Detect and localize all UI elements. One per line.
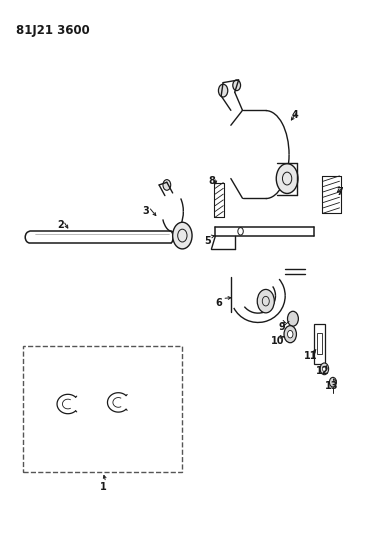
Circle shape bbox=[284, 326, 296, 343]
Text: 1: 1 bbox=[99, 482, 106, 491]
Circle shape bbox=[163, 180, 171, 190]
Text: 5: 5 bbox=[204, 236, 211, 246]
Circle shape bbox=[288, 330, 293, 338]
Circle shape bbox=[218, 84, 228, 97]
Circle shape bbox=[276, 164, 298, 193]
Circle shape bbox=[329, 377, 336, 387]
Text: 3: 3 bbox=[142, 206, 149, 216]
Text: 11: 11 bbox=[305, 351, 318, 361]
Text: 6: 6 bbox=[216, 298, 223, 308]
Bar bbox=[314, 324, 325, 364]
Text: 10: 10 bbox=[271, 336, 284, 346]
Bar bbox=[23, 346, 182, 472]
Text: 13: 13 bbox=[326, 381, 339, 391]
Bar bbox=[317, 333, 322, 354]
Circle shape bbox=[322, 366, 326, 372]
Circle shape bbox=[257, 289, 274, 313]
Text: 81J21 3600: 81J21 3600 bbox=[16, 24, 89, 37]
Text: 4: 4 bbox=[291, 110, 298, 120]
Circle shape bbox=[173, 222, 192, 249]
Text: 7: 7 bbox=[336, 187, 343, 197]
Circle shape bbox=[233, 80, 241, 91]
Text: 9: 9 bbox=[278, 322, 285, 332]
Text: 12: 12 bbox=[316, 366, 329, 376]
Circle shape bbox=[288, 311, 298, 326]
Text: 2: 2 bbox=[57, 220, 64, 230]
Text: 8: 8 bbox=[208, 176, 215, 186]
Circle shape bbox=[320, 363, 329, 375]
